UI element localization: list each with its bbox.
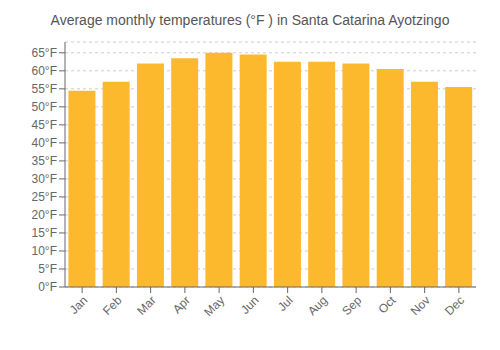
- svg-text:15°F: 15°F: [32, 226, 57, 240]
- svg-text:Dec: Dec: [442, 293, 467, 318]
- svg-text:5°F: 5°F: [38, 262, 57, 276]
- svg-text:0°F: 0°F: [38, 280, 57, 294]
- svg-text:Jun: Jun: [238, 293, 262, 317]
- svg-text:60°F: 60°F: [32, 64, 57, 78]
- svg-text:Sep: Sep: [339, 293, 364, 318]
- svg-text:65°F: 65°F: [32, 46, 57, 60]
- svg-text:Nov: Nov: [408, 293, 433, 318]
- svg-text:45°F: 45°F: [32, 118, 57, 132]
- svg-text:Aug: Aug: [305, 293, 330, 318]
- svg-text:40°F: 40°F: [32, 136, 57, 150]
- svg-text:20°F: 20°F: [32, 208, 57, 222]
- svg-text:50°F: 50°F: [32, 100, 57, 114]
- svg-text:Mar: Mar: [134, 293, 159, 318]
- svg-text:35°F: 35°F: [32, 154, 57, 168]
- svg-text:Jul: Jul: [275, 293, 296, 314]
- svg-text:25°F: 25°F: [32, 190, 57, 204]
- svg-text:30°F: 30°F: [32, 172, 57, 186]
- svg-text:Jan: Jan: [67, 293, 91, 317]
- svg-text:Apr: Apr: [170, 293, 193, 316]
- svg-text:Oct: Oct: [375, 293, 399, 317]
- html-text:Average monthly temperatures (: Average monthly temperatures (°F ) in Sa…: [50, 12, 450, 28]
- svg-text:Feb: Feb: [100, 293, 125, 318]
- svg-text:May: May: [201, 293, 227, 319]
- svg-text:10°F: 10°F: [32, 244, 57, 258]
- svg-text:55°F: 55°F: [32, 82, 57, 96]
